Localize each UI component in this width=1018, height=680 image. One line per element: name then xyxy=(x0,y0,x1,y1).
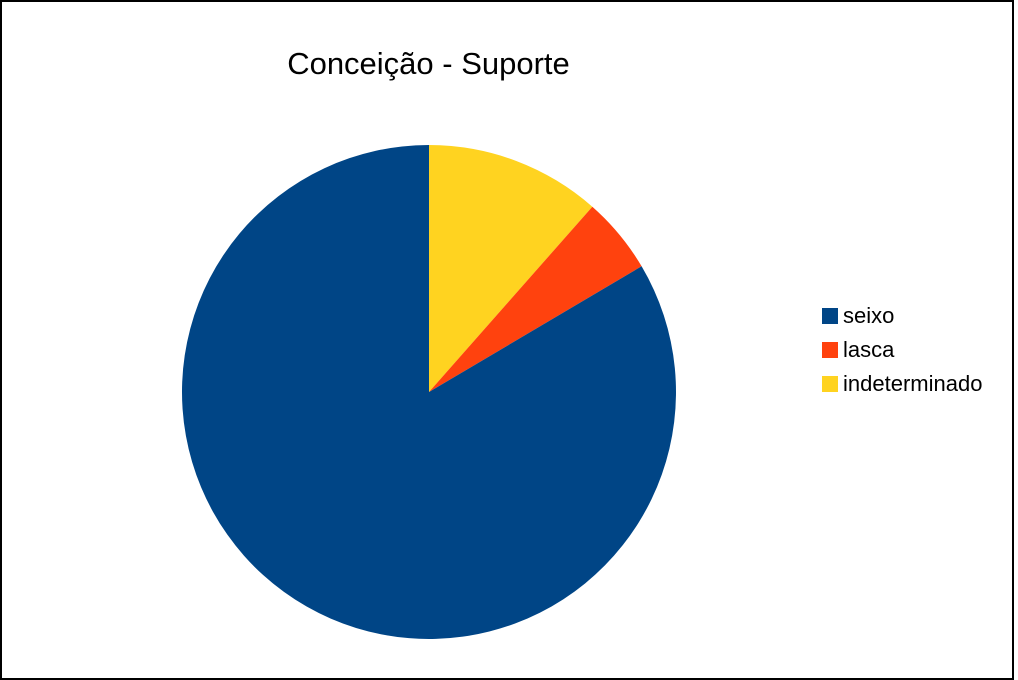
pie-slice-indeterminado xyxy=(429,145,593,392)
legend-label-seixo: seixo xyxy=(843,303,895,328)
legend-swatch-seixo xyxy=(822,308,838,324)
legend-item-lasca: lasca xyxy=(822,333,982,367)
legend-swatch-lasca xyxy=(822,342,838,358)
legend-label-indeterminado: indeterminado xyxy=(843,371,983,396)
legend-item-seixo: seixo xyxy=(822,299,982,333)
pie-slice-seixo xyxy=(181,144,676,639)
legend: seixo lasca indeterminado xyxy=(822,299,982,401)
pie-slice-lasca xyxy=(429,206,642,392)
legend-swatch-indeterminado xyxy=(822,376,838,392)
chart-title: Conceição - Suporte xyxy=(287,46,570,81)
legend-item-indeterminado: indeterminado xyxy=(822,367,982,401)
legend-label-lasca: lasca xyxy=(843,337,895,362)
